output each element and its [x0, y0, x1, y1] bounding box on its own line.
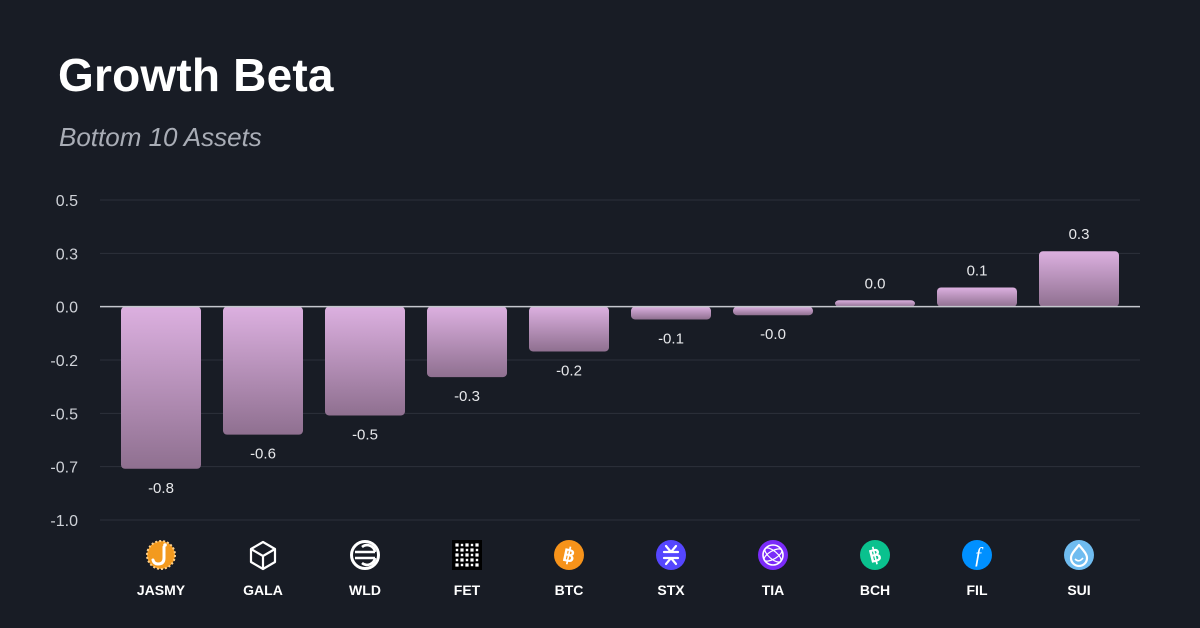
- data-label: 0.0: [865, 275, 886, 292]
- wld-icon: [350, 540, 380, 570]
- sui-icon: [1064, 540, 1094, 570]
- chart-subtitle: Bottom 10 Assets: [59, 122, 262, 152]
- chart-title: Growth Beta: [58, 49, 334, 101]
- y-tick-label: 0.3: [56, 246, 78, 263]
- bar-tia: [733, 306, 813, 316]
- svg-text:f: f: [975, 543, 984, 567]
- bar-jasmy: [121, 306, 201, 469]
- y-tick-label: -1.0: [50, 513, 78, 530]
- svg-text:฿: ฿: [561, 544, 577, 567]
- data-label: 0.3: [1069, 226, 1090, 243]
- tia-icon: [758, 540, 788, 570]
- x-tick-label: SUI: [1067, 582, 1090, 598]
- bar-fil: [937, 287, 1017, 307]
- fil-icon: f: [962, 540, 992, 570]
- data-label: -0.3: [454, 388, 480, 405]
- x-tick-label: GALA: [243, 582, 283, 598]
- data-label: 0.1: [967, 262, 988, 279]
- x-tick-label: FIL: [967, 582, 988, 598]
- y-tick-label: 0.5: [56, 193, 78, 210]
- x-tick-label: FET: [454, 582, 481, 598]
- y-tick-label: -0.7: [50, 460, 78, 477]
- bar-stx: [631, 306, 711, 320]
- x-tick-label: TIA: [762, 582, 785, 598]
- data-label: -0.5: [352, 426, 378, 443]
- fet-icon: [452, 540, 482, 570]
- stx-icon: [656, 540, 686, 570]
- data-label: -0.0: [760, 326, 786, 343]
- svg-text:฿: ฿: [867, 544, 884, 567]
- y-tick-label: -0.2: [50, 353, 78, 370]
- x-tick-label: STX: [657, 582, 685, 598]
- x-tick-label: WLD: [349, 582, 381, 598]
- bar-bch: [835, 300, 915, 307]
- x-tick-label: BTC: [555, 582, 584, 598]
- bar-sui: [1039, 251, 1119, 307]
- data-label: -0.6: [250, 446, 276, 463]
- bar-btc: [529, 306, 609, 352]
- bar-wld: [325, 306, 405, 416]
- x-tick-label: BCH: [860, 582, 890, 598]
- y-tick-label: 0.0: [56, 300, 78, 317]
- bch-icon: ฿: [860, 540, 890, 570]
- y-tick-label: -0.5: [50, 406, 78, 423]
- btc-icon: ฿: [554, 540, 584, 570]
- x-tick-label: JASMY: [137, 582, 186, 598]
- data-label: -0.8: [148, 480, 174, 497]
- data-label: -0.1: [658, 330, 684, 347]
- data-label: -0.2: [556, 362, 582, 379]
- jasmy-icon: [146, 540, 176, 570]
- bar-fet: [427, 306, 507, 378]
- bar-gala: [223, 306, 303, 435]
- gala-icon: [249, 540, 277, 571]
